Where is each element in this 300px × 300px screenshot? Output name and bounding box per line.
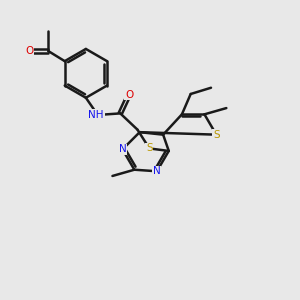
Text: S: S [146,143,153,153]
Text: N: N [153,166,161,176]
Text: O: O [25,46,33,56]
Text: S: S [213,130,220,140]
Text: O: O [125,90,133,100]
Text: NH: NH [88,110,104,120]
Text: N: N [118,144,126,154]
